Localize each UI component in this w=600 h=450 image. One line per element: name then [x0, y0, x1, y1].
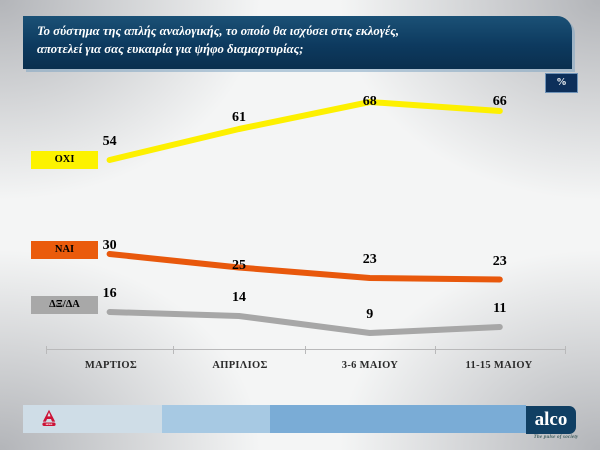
svg-text:NEWS: NEWS [46, 424, 53, 426]
